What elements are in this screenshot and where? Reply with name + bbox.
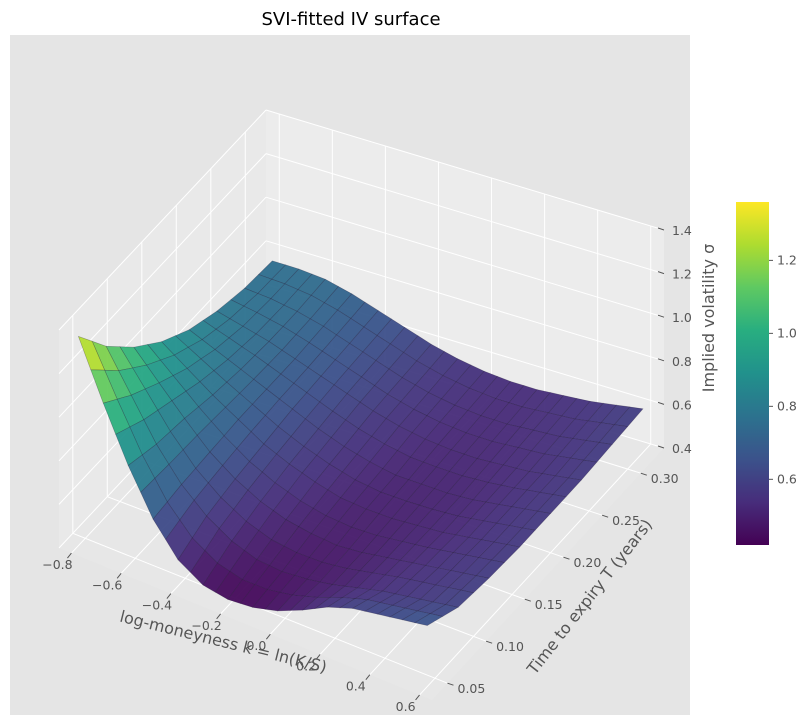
back-pane [266,110,664,448]
x-tick-mark [265,633,271,640]
surface-patch [613,406,644,427]
colorbar-tick-label: 1.2 [777,252,797,267]
y-tick-label: 0.25 [612,513,640,528]
x-tick-mark [67,552,72,559]
surface-patch [444,589,475,608]
surface-patch [413,613,444,626]
z-tick-mark [657,227,665,231]
x-tick-label: −0.2 [191,618,221,633]
y-tick-label: 0.15 [535,597,563,612]
surface-mesh [77,260,644,626]
grid-line-z-back [265,196,665,318]
y-tick-label: 0.30 [651,471,679,486]
colorbar-tick-label: 0.8 [777,398,797,413]
grid-line-z-left [58,153,267,374]
z-tick-mark [657,271,665,275]
x-tick-label: −0.4 [142,598,172,613]
x-tick-label: 0.0 [246,638,266,653]
y-tick-label: 0.20 [574,555,602,570]
grid-line-z-back [265,153,665,275]
z-tick-mark [657,314,665,318]
z-tick-label: 1.0 [672,310,692,325]
x-tick-label: 0.2 [296,658,316,673]
x-tick-label: 0.4 [346,679,366,694]
colorbar-tick-label: 1.0 [777,325,797,340]
colorbar-gradient [736,202,769,545]
x-tick-label: 0.6 [396,699,416,714]
x-tick-mark [415,694,420,701]
z-tick-label: 0.6 [672,397,692,412]
y-tick-mark [640,472,647,476]
y-tick-mark [485,640,493,644]
z-tick-label: 0.4 [672,441,692,456]
colorbar: 0.6 0.8 1.0 1.2 [736,202,797,545]
y-tick-mark [601,514,609,518]
y-tick-mark [524,598,531,602]
x-tick-mark [315,654,321,660]
z-tick-label: 1.4 [672,223,692,238]
x-tick-mark [166,593,172,599]
x-tick-label: −0.8 [42,557,72,572]
y-tick-label: 0.05 [458,681,486,696]
y-tick-mark [447,682,454,686]
chart-title: SVI-fitted IV surface [261,9,440,30]
grid-line-z-left [58,109,267,331]
axis-ticks: −0.8 −0.6 −0.4 −0.2 0.0 0.2 0.4 0.6 0.05 0.10 0.15… [42,223,692,714]
surface-patch [429,604,459,617]
x-tick-label: −0.6 [92,577,122,592]
grid-line-z-back [265,240,665,362]
grid-line-z-left [58,196,267,418]
x-tick-mark [365,674,371,680]
z-tick-label: 1.2 [672,267,692,282]
colorbar-ticks: 0.6 0.8 1.0 1.2 [769,252,797,486]
surface-patch [552,477,582,498]
grid-line-x-floor [419,443,652,696]
grid-line-z-back [265,109,665,231]
z-tick-mark [657,401,665,405]
z-tick-mark [657,445,665,449]
z-tick-mark [657,358,665,362]
z-tick-label: 0.8 [672,354,692,369]
left-pane [59,110,266,548]
y-tick-mark [563,556,570,560]
x-tick-mark [116,573,122,579]
colorbar-tick-label: 0.6 [777,471,797,486]
y-tick-label: 0.10 [496,639,524,654]
z-axis-label: Implied volatility σ [699,244,718,393]
surface-patch [567,459,598,481]
x-tick-mark [216,613,222,620]
surface-patch [460,575,490,594]
